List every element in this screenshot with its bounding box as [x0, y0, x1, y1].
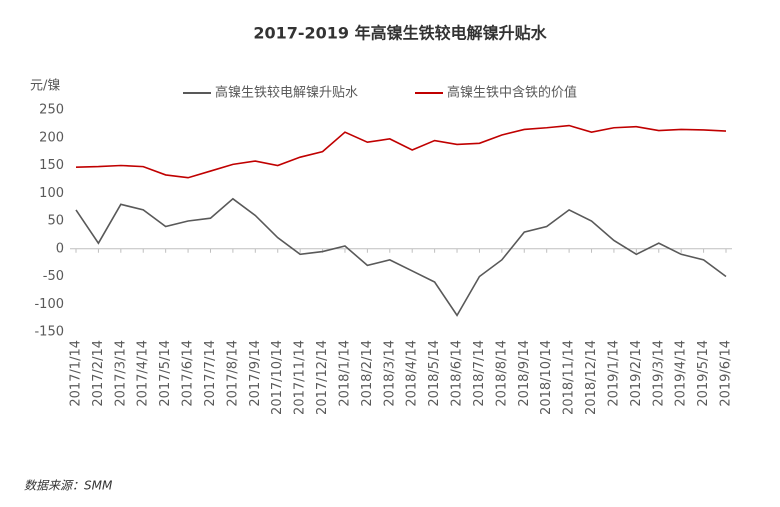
x-tick-label: 2018/12/14 [584, 340, 599, 415]
y-tick-label: -150 [34, 325, 64, 340]
y-tick-label: 200 [39, 130, 64, 145]
y-tick-label: -100 [34, 297, 64, 312]
x-tick-label: 2017/3/14 [113, 340, 128, 407]
legend-label: 高镍生铁较电解镍升贴水 [215, 85, 358, 101]
x-tick-label: 2017/2/14 [91, 340, 106, 407]
x-tick-label: 2018/11/14 [562, 340, 577, 415]
legend-label: 高镍生铁中含铁的价值 [447, 85, 577, 101]
y-tick-label: 0 [56, 241, 64, 256]
x-tick-label: 2019/4/14 [674, 340, 689, 407]
x-tick-label: 2018/10/14 [539, 340, 554, 415]
source: 数据来源：SMM [24, 479, 113, 493]
x-tick-label: 2018/7/14 [472, 340, 487, 407]
x-tick-label: 2018/5/14 [427, 340, 442, 407]
x-tick-label: 2017/12/14 [315, 340, 330, 415]
x-tick-label: 2017/10/14 [270, 340, 285, 415]
x-tick-label: 2017/7/14 [203, 340, 218, 407]
x-tick-label: 2018/9/14 [517, 340, 532, 407]
y-axis-label: 元/镍 [30, 79, 60, 94]
x-tick-label: 2017/1/14 [69, 340, 84, 407]
x-tick-label: 2017/4/14 [136, 340, 151, 407]
chart-title: 2017-2019 年高镍生铁较电解镍升贴水 [253, 24, 547, 43]
x-tick-label: 2017/9/14 [248, 340, 263, 407]
series-line [75, 197, 727, 317]
x-tick-label: 2019/1/14 [606, 340, 621, 407]
x-tick-label: 2017/11/14 [293, 340, 308, 415]
x-tick-label: 2019/6/14 [719, 340, 734, 407]
x-tick-label: 2018/6/14 [450, 340, 465, 407]
y-tick-label: -50 [43, 269, 64, 284]
y-tick-label: 250 [39, 103, 64, 118]
y-tick-label: 50 [47, 214, 64, 229]
x-tick-label: 2018/4/14 [405, 340, 420, 407]
series-line [75, 124, 727, 179]
x-tick-label: 2019/5/14 [696, 340, 711, 407]
y-tick-label: 150 [39, 158, 64, 173]
x-tick-label: 2017/5/14 [158, 340, 173, 407]
x-tick-label: 2019/2/14 [629, 340, 644, 407]
x-tick-label: 2018/8/14 [494, 340, 509, 407]
x-tick-label: 2018/3/14 [382, 340, 397, 407]
x-tick-label: 2019/3/14 [651, 340, 666, 407]
x-tick-label: 2018/2/14 [360, 340, 375, 407]
x-tick-label: 2017/6/14 [181, 340, 196, 407]
x-tick-label: 2017/8/14 [225, 340, 240, 407]
y-tick-label: 100 [39, 186, 64, 201]
x-tick-label: 2018/1/14 [337, 340, 352, 407]
